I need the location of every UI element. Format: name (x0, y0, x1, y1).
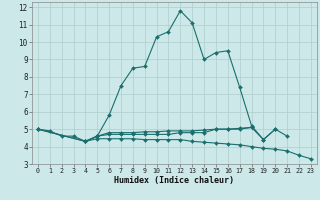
X-axis label: Humidex (Indice chaleur): Humidex (Indice chaleur) (115, 176, 234, 185)
